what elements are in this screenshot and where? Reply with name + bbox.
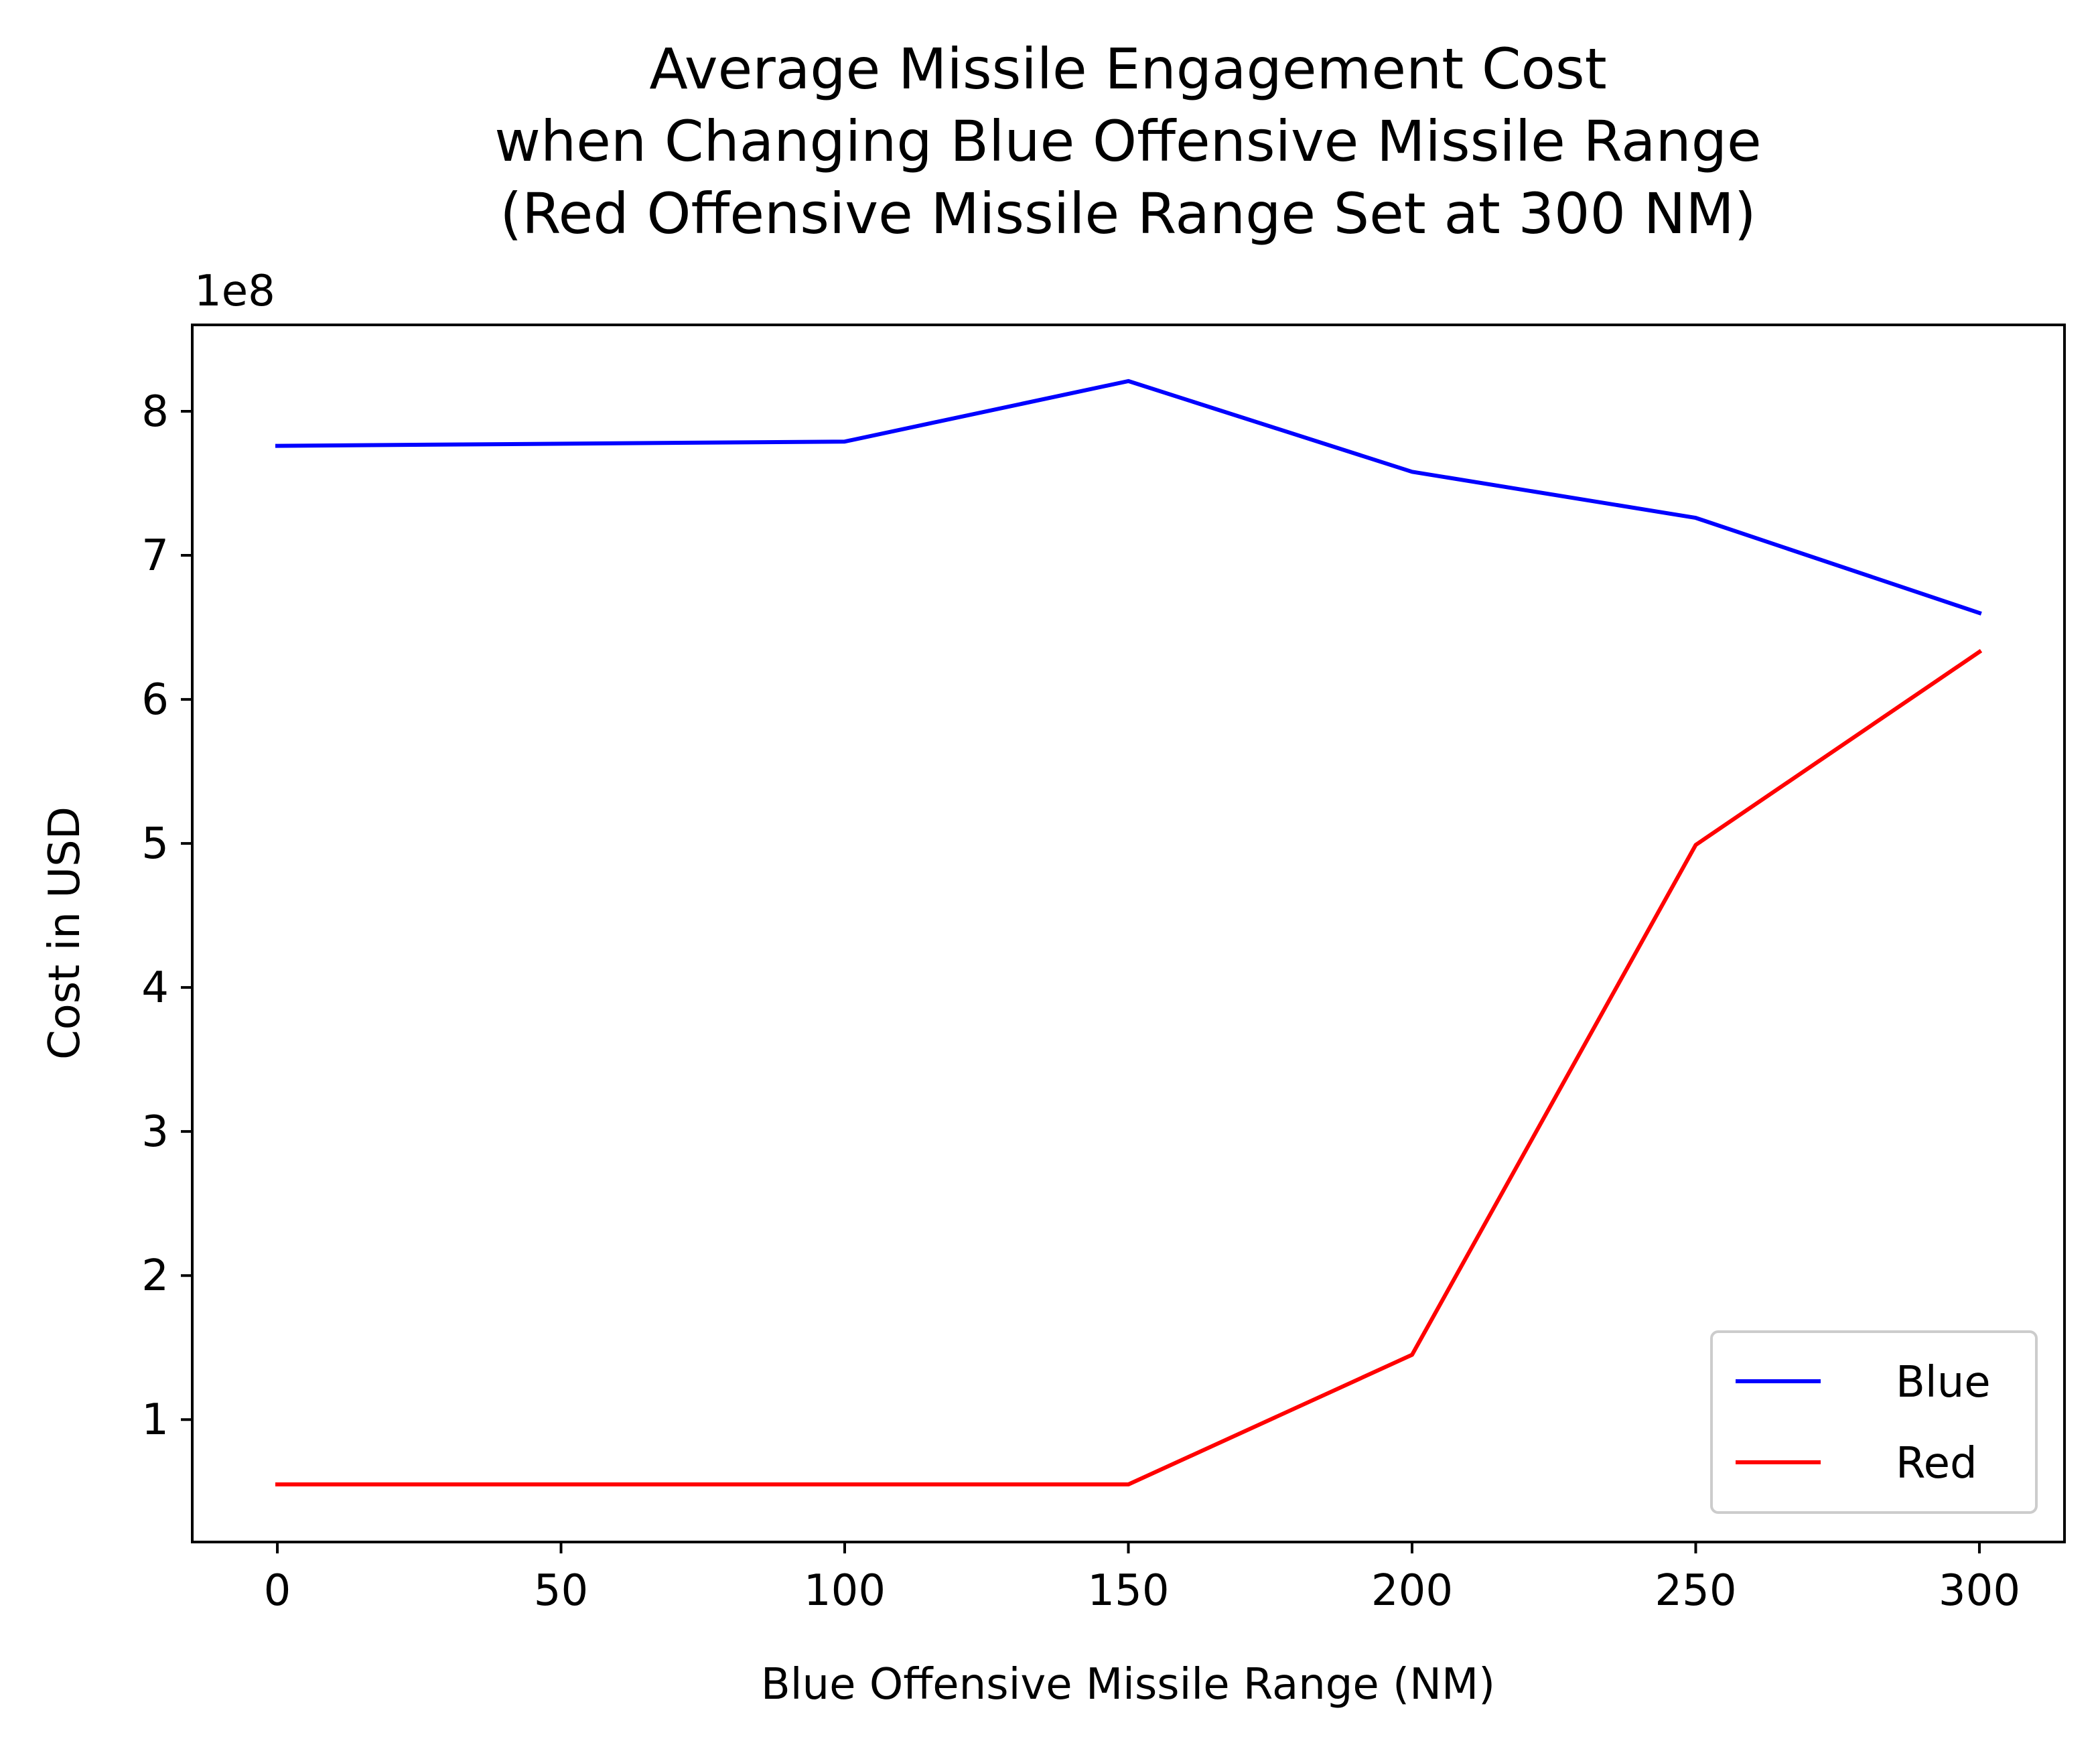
legend-label-blue: Blue — [1896, 1358, 1991, 1407]
x-tick-label: 100 — [804, 1566, 886, 1616]
y-tick-label: 6 — [141, 675, 169, 725]
title-line-2: when Changing Blue Offensive Missile Ran… — [494, 109, 1761, 174]
legend: Blue Red — [1710, 1330, 2038, 1514]
legend-box — [1710, 1330, 2038, 1514]
x-tick-label: 300 — [1939, 1566, 2020, 1616]
y-tick-label: 7 — [141, 531, 169, 581]
series-line-blue — [275, 378, 1982, 616]
x-tick-label: 250 — [1655, 1566, 1736, 1616]
x-tick-label: 50 — [534, 1566, 588, 1616]
y-tick-label: 4 — [141, 963, 169, 1013]
legend-label-red: Red — [1896, 1439, 1977, 1488]
x-axis-label: Blue Offensive Missile Range (NM) — [761, 1660, 1495, 1709]
x-tick-label: 200 — [1371, 1566, 1453, 1616]
title-line-1: Average Missile Engagement Cost — [649, 36, 1606, 102]
series-line-red — [275, 648, 1983, 1486]
plot-area-frame — [191, 324, 2066, 1543]
title-line-3: (Red Offensive Missile Range Set at 300 … — [500, 181, 1756, 247]
y-tick-label: 3 — [141, 1107, 169, 1157]
y-offset-label: 1e8 — [194, 267, 275, 316]
y-tick-label: 5 — [141, 819, 169, 869]
x-ticks: 0 50 100 150 200 250 300 — [264, 1542, 2020, 1616]
y-tick-label: 8 — [141, 387, 169, 437]
y-tick-label: 1 — [141, 1395, 169, 1445]
x-tick-label: 0 — [264, 1566, 291, 1616]
y-axis-label: Cost in USD — [40, 807, 90, 1060]
chart-title: Average Missile Engagement Cost when Cha… — [494, 36, 1761, 247]
y-tick-label: 2 — [141, 1251, 169, 1301]
plot-lines — [275, 378, 1983, 1486]
x-tick-label: 150 — [1087, 1566, 1169, 1616]
y-ticks: 1 2 3 4 5 6 7 8 — [141, 387, 192, 1445]
